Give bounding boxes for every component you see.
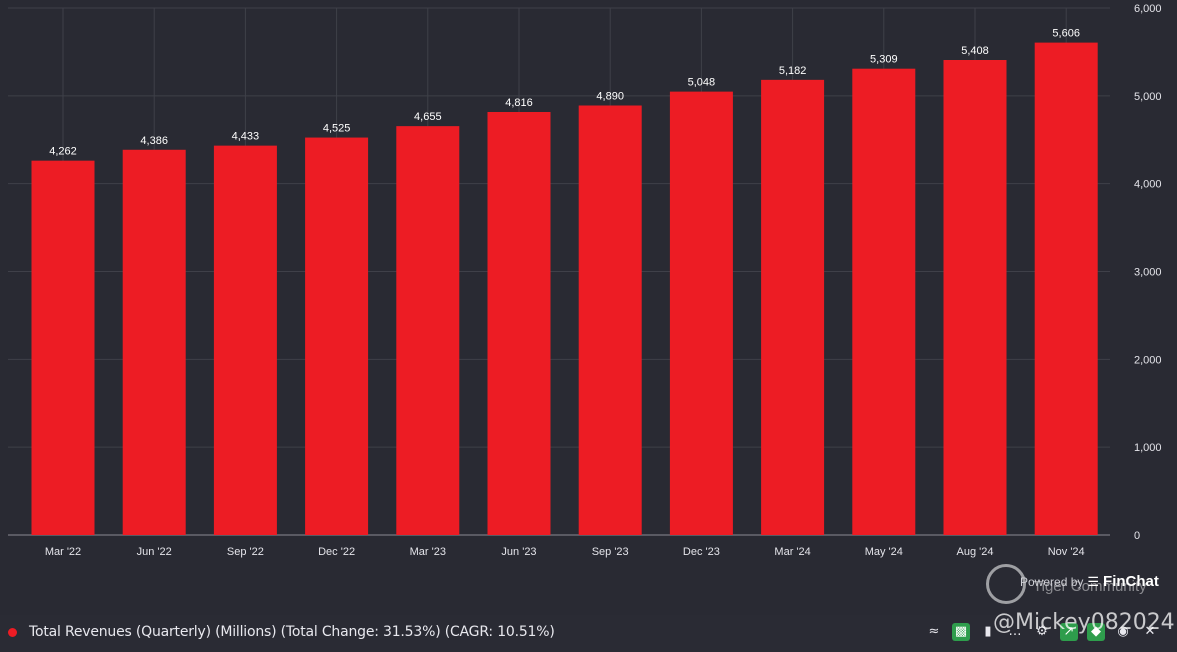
bar bbox=[578, 105, 642, 536]
chart-toolbar: ≈ ▩ ▮ … ⚙ ↗ ◆ ◉ ✕ bbox=[925, 623, 1159, 641]
bar-value-label: 5,606 bbox=[1052, 28, 1080, 40]
bar-value-label: 4,816 bbox=[505, 97, 533, 109]
x-tick-label: Sep '23 bbox=[592, 546, 629, 558]
y-tick-label: 4,000 bbox=[1134, 179, 1162, 191]
bar-value-label: 5,309 bbox=[870, 54, 898, 66]
powered-by-credit: Powered by ☰ FinChat bbox=[1020, 573, 1159, 590]
y-tick-label: 1,000 bbox=[1134, 442, 1162, 454]
finchat-brand: FinChat bbox=[1103, 573, 1159, 590]
x-tick-label: Mar '24 bbox=[774, 546, 810, 558]
y-tick-label: 3,000 bbox=[1134, 267, 1162, 279]
tiger-logo-watermark bbox=[986, 564, 1026, 604]
eye-icon[interactable]: ◉ bbox=[1117, 624, 1129, 639]
x-tick-label: Mar '22 bbox=[45, 546, 81, 558]
x-tick-label: Dec '22 bbox=[318, 546, 355, 558]
bar-value-label: 4,262 bbox=[49, 146, 77, 158]
bar bbox=[31, 160, 95, 535]
bar-value-label: 5,048 bbox=[688, 77, 716, 89]
powered-by-label: Powered by bbox=[1020, 574, 1084, 589]
bar-chart-icon[interactable]: ▩ bbox=[952, 623, 970, 641]
bar bbox=[761, 79, 825, 536]
y-tick-label: 6,000 bbox=[1134, 3, 1162, 15]
export-icon[interactable]: ↗ bbox=[1060, 623, 1078, 641]
x-tick-label: May '24 bbox=[865, 546, 903, 558]
bar-value-label: 5,182 bbox=[779, 65, 807, 77]
watermark-handle: @Mickey082024 bbox=[993, 610, 1175, 635]
y-tick-label: 5,000 bbox=[1134, 91, 1162, 103]
x-tick-label: Sep '22 bbox=[227, 546, 264, 558]
close-icon[interactable]: ✕ bbox=[1144, 624, 1156, 639]
bar bbox=[213, 145, 277, 535]
legend-series-dot bbox=[8, 628, 17, 637]
revenue-bar-chart: 4,262 4,386 4,433 4,525 4,655 4,816 4,890 5,048… bbox=[8, 3, 1162, 558]
bar-value-label: 4,655 bbox=[414, 111, 442, 123]
legend-bar: Total Revenues (Quarterly) (Millions) (T… bbox=[0, 615, 1177, 652]
gear-icon[interactable]: ⚙ bbox=[1036, 624, 1048, 639]
bar bbox=[852, 68, 916, 535]
column-icon[interactable]: ▮ bbox=[984, 624, 992, 639]
watermark-text: Tiger Community bbox=[1033, 578, 1147, 595]
bar-value-label: 4,525 bbox=[323, 123, 351, 135]
bar bbox=[943, 59, 1007, 535]
bar-value-label: 4,433 bbox=[232, 131, 260, 143]
bar bbox=[487, 111, 551, 536]
more-icon[interactable]: … bbox=[1008, 624, 1022, 639]
bar bbox=[122, 149, 186, 535]
x-tick-label: Jun '22 bbox=[137, 546, 172, 558]
tag-icon[interactable]: ◆ bbox=[1087, 623, 1105, 641]
y-tick-label: 2,000 bbox=[1134, 354, 1162, 366]
bar bbox=[305, 137, 369, 535]
bar-value-label: 4,386 bbox=[140, 135, 168, 147]
bar bbox=[669, 91, 733, 535]
finchat-logo-icon: ☰ bbox=[1087, 573, 1100, 589]
bar bbox=[1034, 42, 1098, 536]
x-tick-label: Jun '23 bbox=[501, 546, 536, 558]
bar bbox=[396, 126, 460, 535]
trend-icon[interactable]: ≈ bbox=[928, 624, 940, 639]
legend-series-label[interactable]: Total Revenues (Quarterly) (Millions) (T… bbox=[29, 624, 555, 640]
x-tick-label: Aug '24 bbox=[957, 546, 994, 558]
y-tick-label: 0 bbox=[1134, 530, 1140, 542]
x-tick-label: Nov '24 bbox=[1048, 546, 1085, 558]
x-tick-label: Dec '23 bbox=[683, 546, 720, 558]
bar-value-label: 4,890 bbox=[596, 90, 624, 102]
bar-value-label: 5,408 bbox=[961, 45, 989, 57]
x-tick-label: Mar '23 bbox=[410, 546, 446, 558]
